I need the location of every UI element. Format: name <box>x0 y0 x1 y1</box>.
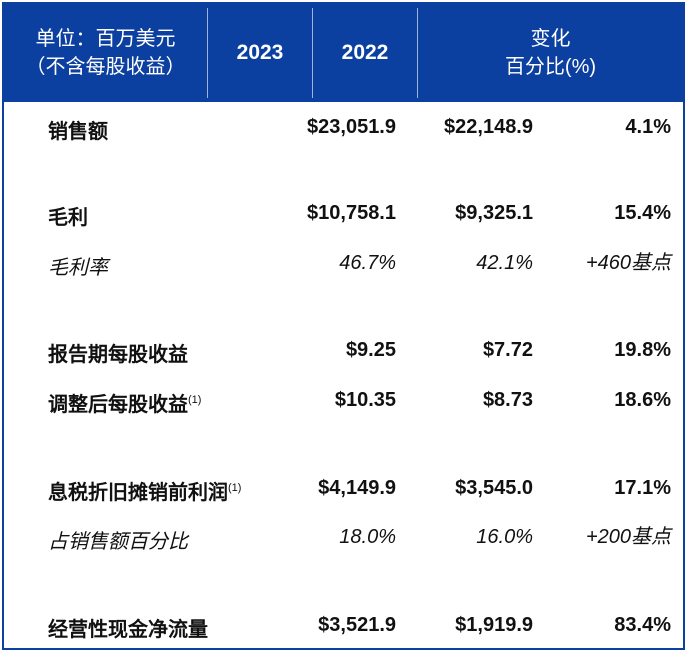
table-header: 单位：百万美元 （不含每股收益） 2023 2022 变化 百分比(%) <box>4 4 683 102</box>
table-row: 毛利 $10,758.1 $9,325.1 15.4% <box>4 198 683 229</box>
unit-label: 单位：百万美元 <box>35 28 176 50</box>
row-label: 占销售额百分比 <box>48 531 188 553</box>
value-2022: 16.0% <box>476 526 533 548</box>
table-row: 经营性现金净流量 $3,521.9 $1,919.9 83.4% <box>4 610 683 641</box>
value-2023: $10,758.1 <box>307 202 396 224</box>
unit-header: 单位：百万美元 （不含每股收益） <box>4 4 207 102</box>
value-2022: $8.73 <box>482 389 533 411</box>
table-row: 息税折旧摊销前利润(1) $4,149.9 $3,545.0 17.1% <box>4 473 683 504</box>
footnote-marker: (1) <box>228 482 242 494</box>
change-value: +460基点 <box>585 252 671 274</box>
row-label: 经营性现金净流量 <box>48 619 208 641</box>
change-value: +200基点 <box>585 526 671 548</box>
unit-note: （不含每股收益） <box>25 56 186 78</box>
value-2023: $10.35 <box>334 389 396 411</box>
change-value: 19.8% <box>614 339 671 361</box>
change-value: 17.1% <box>614 477 671 499</box>
column-divider <box>207 8 208 98</box>
row-label: 销售额 <box>48 121 108 143</box>
change-header: 变化 百分比(%) <box>418 4 683 102</box>
value-2023: $23,051.9 <box>307 116 396 138</box>
row-label: 毛利率 <box>48 257 108 279</box>
value-2023: 46.7% <box>339 252 396 274</box>
table-row: 销售额 $23,051.9 $22,148.9 4.1% <box>4 112 683 143</box>
value-2023: $4,149.9 <box>318 477 396 499</box>
header-2022: 2022 <box>341 41 389 64</box>
row-label: 息税折旧摊销前利润(1) <box>48 482 242 504</box>
value-2022: $7.72 <box>482 339 533 361</box>
table-row: 毛利率 46.7% 42.1% +460基点 <box>4 248 683 279</box>
change-label: 变化 <box>530 28 571 50</box>
table-row: 调整后每股收益(1) $10.35 $8.73 18.6% <box>4 385 683 416</box>
table-row: 报告期每股收益 $9.25 $7.72 19.8% <box>4 335 683 366</box>
value-2022: $22,148.9 <box>444 116 533 138</box>
row-label: 报告期每股收益 <box>48 344 188 366</box>
row-label: 毛利 <box>48 207 88 229</box>
change-value: 4.1% <box>625 116 671 138</box>
value-2023: $9.25 <box>345 339 396 361</box>
value-2022: $1,919.9 <box>455 614 533 636</box>
change-unit: 百分比(%) <box>504 56 597 78</box>
change-value: 83.4% <box>614 614 671 636</box>
header-2023: 2023 <box>236 41 284 64</box>
change-value: 18.6% <box>614 389 671 411</box>
row-label: 调整后每股收益(1) <box>48 394 202 416</box>
value-2022: $3,545.0 <box>455 477 533 499</box>
change-value: 15.4% <box>614 202 671 224</box>
value-2022: $9,325.1 <box>455 202 533 224</box>
footnote-marker: (1) <box>188 394 202 406</box>
value-2023: 18.0% <box>339 526 396 548</box>
value-2022: 42.1% <box>476 252 533 274</box>
table-row: 占销售额百分比 18.0% 16.0% +200基点 <box>4 522 683 553</box>
column-divider <box>312 8 313 98</box>
column-divider <box>417 8 418 98</box>
value-2023: $3,521.9 <box>318 614 396 636</box>
